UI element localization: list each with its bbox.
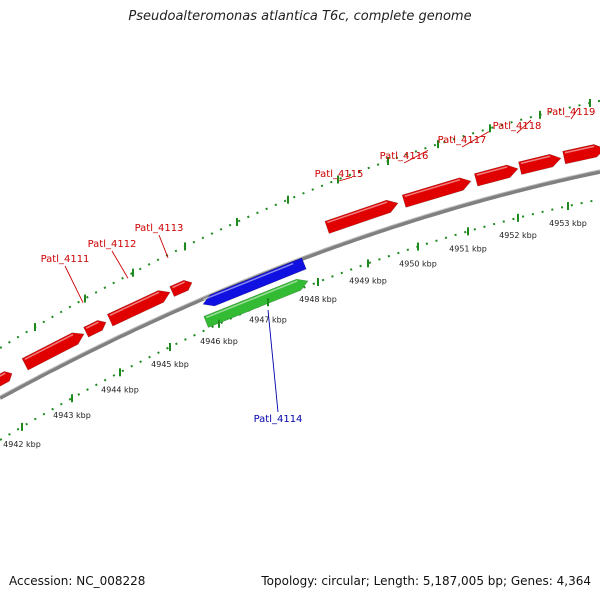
backbone-highlight <box>0 169 600 397</box>
tick-label: 4944 kbp <box>101 385 139 394</box>
gene-arrow <box>518 153 562 175</box>
gene-arrow-sheen <box>476 166 508 176</box>
gene-arrow <box>106 290 171 327</box>
tick-label: 4951 kbp <box>449 244 487 253</box>
gene-arrow-shape <box>169 279 193 297</box>
gene-arrow <box>401 177 472 208</box>
tick-labels: 4942 kbp 4943 kbp 4944 kbp 4945 kbp 4946 kbp… <box>3 202 587 449</box>
green-feature-bar-sheen <box>206 280 298 319</box>
gene-leader-line <box>111 250 129 279</box>
gene-arrow-reverse-shape <box>202 257 307 307</box>
gene-arrow-sheen <box>520 155 551 165</box>
gene-arrow-shape <box>518 153 562 175</box>
gene-arrow-sheen <box>109 291 160 316</box>
gene-leader-line <box>158 234 169 258</box>
gene-leader-line <box>403 149 429 164</box>
genome-stats-text: Topology: circular; Length: 5,187,005 bp… <box>261 574 591 588</box>
gene-arrow <box>324 199 399 234</box>
gene-label: Patl_4114 <box>254 414 303 425</box>
gene-label: Patl_4116 <box>380 151 429 162</box>
gene-arrow-reverse-sheen <box>203 262 294 301</box>
features <box>0 144 600 388</box>
gene-leader-line <box>461 131 490 148</box>
gene-arrow-shape <box>324 199 399 234</box>
gene-label: Patl_4111 <box>41 254 90 265</box>
gene-arrow <box>562 144 600 165</box>
gene-label: Patl_4118 <box>493 121 542 132</box>
tick-label: 4946 kbp <box>200 337 238 346</box>
gene-arrow-sheen <box>327 201 388 224</box>
accession-text: Accession: NC_008228 <box>9 574 146 588</box>
gene-arrow-sheen <box>404 178 461 198</box>
gene-arrow <box>0 371 13 388</box>
gene-leader-line <box>338 176 353 182</box>
gene-arrow-reverse <box>202 257 307 307</box>
green-feature-bar-shape <box>203 278 309 328</box>
gene-labels: Patl_4111 Patl_4112 Patl_4113 Patl_4114 Patl… <box>41 107 596 425</box>
gene-leader-line <box>267 310 279 413</box>
gene-arrow-sheen <box>564 145 595 154</box>
tick-label: 4942 kbp <box>3 440 41 449</box>
map-title: Pseudoalteromonas atlantica T6c, complet… <box>128 9 472 24</box>
gene-arrow-shape <box>562 144 600 165</box>
tick-label: 4950 kbp <box>399 260 437 269</box>
gene-arrow-shape <box>401 177 472 208</box>
gene-label: Patl_4112 <box>88 239 137 250</box>
outer-dotted-ring <box>0 99 600 349</box>
gene-arrow-sheen <box>24 333 74 361</box>
gene-arrow-shape <box>106 290 171 327</box>
gene-leader-line <box>64 265 84 303</box>
gene-arrow <box>473 164 519 187</box>
green-feature-bar <box>203 278 309 328</box>
tick-label: 4947 kbp <box>249 315 287 324</box>
gene-leader-line <box>570 108 579 120</box>
gene-arrow-sheen <box>85 321 99 329</box>
gene-arrow <box>83 320 107 338</box>
tick-label: 4943 kbp <box>53 411 91 420</box>
gene-label: Patl_4113 <box>135 223 184 234</box>
gene-arrow-shape <box>0 371 13 388</box>
gene-arrow-shape <box>21 332 85 371</box>
gene-label: Patl_4115 <box>315 169 364 180</box>
tick-label: 4949 kbp <box>349 276 387 285</box>
gene-arrow-shape <box>83 320 107 338</box>
gene-arrow-sheen <box>172 281 185 289</box>
gene-arrow-sheen <box>0 372 6 380</box>
tick-label: 4948 kbp <box>299 295 337 304</box>
gene-arrow-shape <box>473 164 519 187</box>
gene-arrow <box>21 332 85 371</box>
tick-label: 4945 kbp <box>151 360 189 369</box>
gene-arrow <box>169 279 193 297</box>
tick-rings <box>0 98 600 441</box>
tick-label: 4953 kbp <box>549 219 587 228</box>
tick-label: 4952 kbp <box>499 231 537 240</box>
gene-label: Patl_4117 <box>438 135 487 146</box>
gene-label: Patl_4119 <box>547 107 596 118</box>
gene-leader-line <box>516 119 532 134</box>
